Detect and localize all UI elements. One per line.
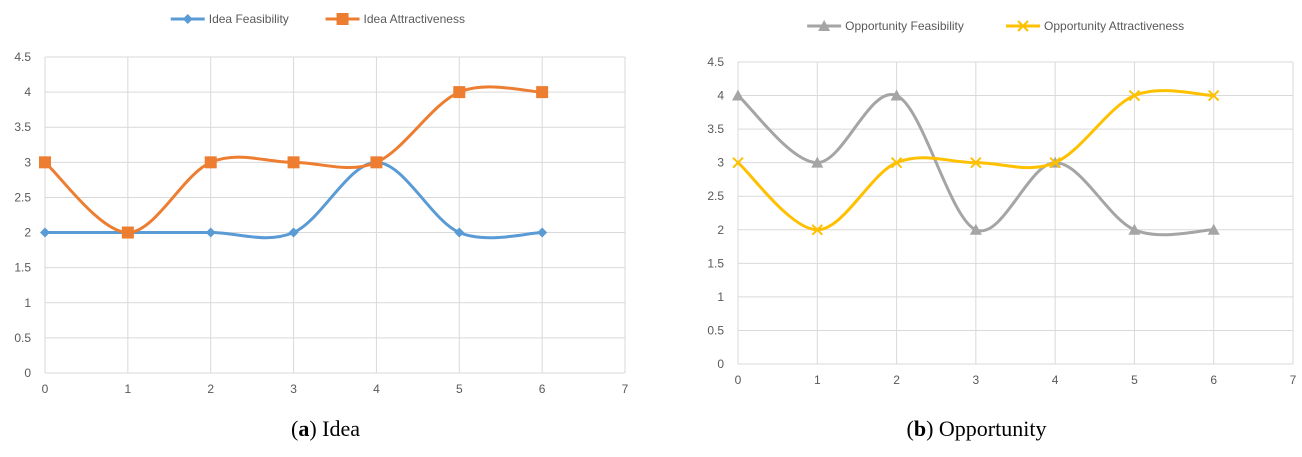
- data-point: [453, 86, 466, 99]
- x-tick-label: 4: [1052, 373, 1059, 387]
- legend-label: Opportunity Feasibility: [845, 19, 964, 33]
- y-tick-label: 0: [717, 357, 724, 371]
- caption-opportunity: (b) Opportunity: [906, 416, 1047, 441]
- caption-idea: (a) Idea: [290, 416, 360, 441]
- caption-text: Opportunity: [938, 416, 1047, 441]
- caption-letter: b: [913, 416, 927, 441]
- y-tick-label: 3.5: [14, 120, 31, 134]
- data-point: [121, 226, 134, 239]
- caption-letter: a: [298, 416, 310, 441]
- y-tick-label: 2.5: [14, 190, 31, 204]
- legend-item: Opportunity Attractiveness: [1006, 19, 1184, 33]
- y-tick-label: 2: [24, 226, 31, 240]
- y-tick-label: 4.5: [14, 50, 31, 64]
- data-point: [39, 156, 51, 169]
- legend-label: Idea Feasibility: [209, 12, 289, 26]
- y-tick-label: 4: [24, 85, 31, 99]
- y-tick-label: 0: [24, 366, 31, 380]
- data-point: [536, 86, 549, 99]
- legend-label: Opportunity Attractiveness: [1044, 19, 1184, 33]
- data-point: [205, 227, 216, 238]
- idea-chart: 0 0.5 1 1.5 2 2.5 3 3.5 4 4.5 0 1 2 3 4 5 6 7 Idea Feasibi…: [14, 12, 629, 396]
- legend-item: Idea Feasibility: [170, 12, 289, 26]
- legend-item: Opportunity Feasibility: [807, 19, 964, 33]
- legend-marker: [182, 14, 193, 24]
- gridlines: [737, 61, 1294, 365]
- y-tick-label: 2: [717, 223, 724, 237]
- legend: Idea Feasibility Idea Attractiveness: [170, 12, 465, 26]
- y-tick-label: 0.5: [707, 323, 724, 337]
- y-tick-label: 1: [24, 296, 31, 310]
- data-point: [40, 227, 50, 238]
- data-point: [287, 156, 300, 169]
- x-tick-label: 5: [456, 382, 463, 396]
- y-tick-labels: 0 0.5 1 1.5 2 2.5 3 3.5 4 4.5: [14, 50, 31, 380]
- data-point: [204, 156, 217, 169]
- x-tick-label: 0: [735, 373, 742, 387]
- data-point: [890, 156, 903, 169]
- x-tick-label: 2: [893, 373, 900, 387]
- data-point: [1208, 89, 1220, 102]
- y-tick-label: 4: [717, 89, 724, 103]
- data-point: [1128, 89, 1141, 102]
- y-tick-label: 1.5: [707, 256, 724, 270]
- y-tick-label: 4.5: [707, 55, 724, 69]
- data-point: [537, 227, 548, 238]
- data-point: [454, 227, 465, 238]
- legend-label: Idea Attractiveness: [364, 12, 465, 26]
- x-tick-label: 2: [207, 382, 214, 396]
- data-point: [288, 227, 299, 238]
- y-tick-label: 3.5: [707, 122, 724, 136]
- y-tick-label: 3: [24, 155, 31, 169]
- opportunity-chart: 0 0.5 1 1.5 2 2.5 3 3.5 4 4.5 0 1 2 3 4 5 6 7 Opportunity …: [707, 19, 1297, 387]
- legend: Opportunity Feasibility Opportunity Attra…: [807, 19, 1184, 33]
- data-point: [970, 156, 982, 169]
- series-opportunity-attractiveness: [732, 89, 1220, 236]
- legend-marker: [818, 20, 831, 31]
- y-tick-labels: 0 0.5 1 1.5 2 2.5 3 3.5 4 4.5: [707, 55, 724, 371]
- legend-marker: [1017, 20, 1029, 32]
- legend-item: Idea Attractiveness: [325, 12, 465, 26]
- x-tick-label: 7: [622, 382, 629, 396]
- data-point: [890, 89, 903, 101]
- x-tick-label: 1: [125, 382, 132, 396]
- data-point: [732, 89, 744, 101]
- caption-text: Idea: [322, 416, 360, 441]
- chart-panel-idea: 0 0.5 1 1.5 2 2.5 3 3.5 4 4.5 0 1 2 3 4 5 6 7 Idea Feasibi…: [14, 12, 629, 441]
- legend-marker: [336, 13, 349, 25]
- x-tick-label: 3: [973, 373, 980, 387]
- data-point: [732, 156, 744, 169]
- data-point: [811, 224, 823, 236]
- data-point: [1207, 223, 1220, 235]
- x-tick-label: 5: [1131, 373, 1138, 387]
- x-tick-label: 1: [814, 373, 821, 387]
- y-tick-label: 2.5: [707, 189, 724, 203]
- x-tick-label: 0: [42, 382, 49, 396]
- data-point: [1128, 223, 1141, 235]
- data-point: [811, 156, 824, 168]
- x-tick-label: 6: [1210, 373, 1217, 387]
- chart-panel-opportunity: 0 0.5 1 1.5 2 2.5 3 3.5 4 4.5 0 1 2 3 4 5 6 7 Opportunity …: [651, 0, 1302, 457]
- y-tick-label: 3: [717, 156, 724, 170]
- x-tick-label: 3: [290, 382, 297, 396]
- gridlines: [44, 56, 626, 374]
- y-tick-label: 0.5: [14, 331, 31, 345]
- y-tick-label: 1.5: [14, 261, 31, 275]
- x-tick-label: 6: [539, 382, 546, 396]
- x-tick-labels: 0 1 2 3 4 5 6 7: [735, 373, 1297, 387]
- x-tick-labels: 0 1 2 3 4 5 6 7: [42, 382, 629, 396]
- data-point: [1049, 156, 1061, 169]
- x-tick-label: 7: [1290, 373, 1297, 387]
- y-tick-label: 1: [717, 290, 724, 304]
- data-point: [969, 223, 982, 235]
- series-idea-attractiveness: [39, 85, 549, 239]
- data-point: [370, 156, 383, 169]
- x-tick-label: 4: [373, 382, 380, 396]
